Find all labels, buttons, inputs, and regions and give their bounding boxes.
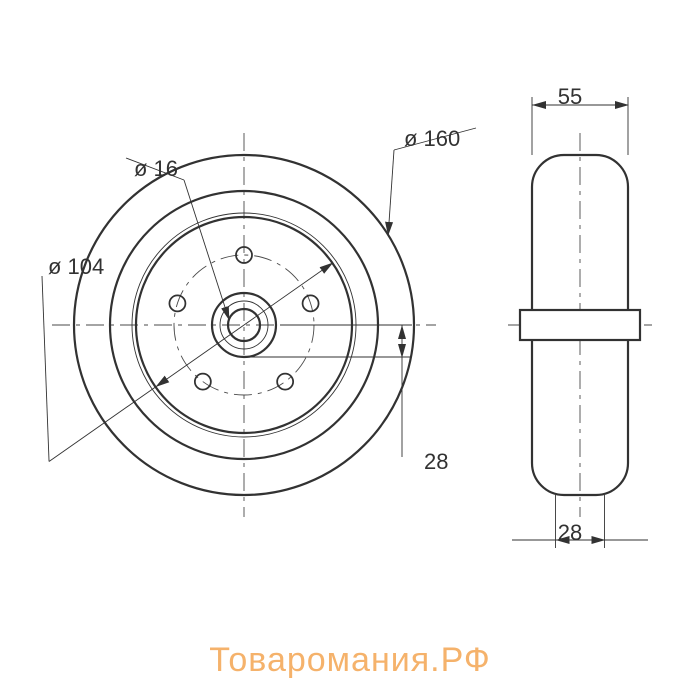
dim-d160-label: ø 160 [404, 126, 460, 151]
dim-d16-leader [184, 180, 229, 320]
front-bolt-hole [277, 374, 293, 390]
dim-d16-label: ø 16 [134, 156, 178, 181]
dim-d104-ext [49, 387, 155, 462]
side-hub-profile [520, 310, 640, 340]
dim-d104-label: ø 104 [48, 254, 104, 279]
dim-h28-label: 28 [424, 449, 448, 474]
dim-w28-label: 28 [558, 520, 582, 545]
dim-d160-leader [388, 150, 394, 235]
dim-w55-label: 55 [558, 84, 582, 109]
dim-d104-shelf [42, 276, 49, 462]
